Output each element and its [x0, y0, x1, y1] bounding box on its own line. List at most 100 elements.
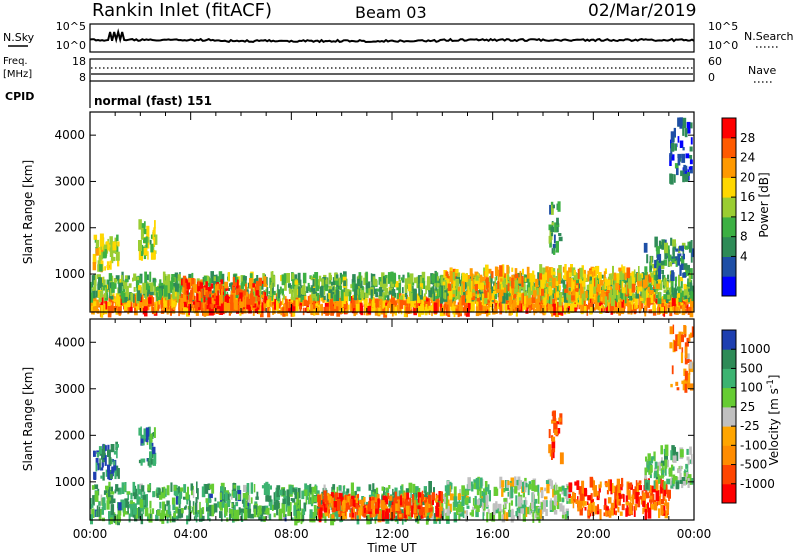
heatmap-cell: [105, 455, 107, 466]
heatmap-cell: [545, 272, 548, 280]
heatmap-cell: [168, 282, 170, 293]
heatmap-cell: [141, 491, 143, 498]
heatmap-cell: [107, 497, 111, 501]
heatmap-cell: [345, 495, 347, 500]
heatmap-cell: [484, 291, 487, 298]
heatmap-cell: [568, 278, 572, 288]
noise-panel: N.Sky N.Search 10^5 10^0 10^5 10^0: [3, 20, 794, 52]
heatmap-cell: [538, 493, 540, 504]
heatmap-cell: [439, 287, 442, 298]
heatmap-cell: [562, 298, 564, 303]
heatmap-cell: [553, 205, 555, 209]
heatmap-cell: [644, 266, 647, 275]
heatmap-cell: [496, 289, 500, 293]
heatmap-cell: [175, 284, 179, 292]
heatmap-cell: [339, 286, 342, 291]
heatmap-cell: [659, 292, 661, 299]
noise-search-label: N.Search: [744, 30, 794, 43]
heatmap-cell: [412, 494, 414, 500]
heatmap-cell: [458, 504, 461, 512]
heatmap-cell: [685, 246, 688, 250]
heatmap-cell: [97, 452, 99, 458]
heatmap-cell: [400, 295, 403, 299]
heatmap-cell: [134, 287, 136, 292]
heatmap-cell: [372, 514, 376, 517]
heatmap-cell: [389, 291, 392, 295]
heatmap-cell: [154, 280, 156, 286]
heatmap-cell: [406, 506, 410, 515]
heatmap-cell: [543, 297, 546, 305]
heatmap-cell: [381, 500, 385, 510]
heatmap-cell: [597, 284, 600, 292]
heatmap-cell: [196, 302, 200, 307]
heatmap-cell: [246, 299, 250, 305]
heatmap-cell: [153, 459, 156, 466]
heatmap-cell: [510, 487, 513, 499]
heatmap-cell: [98, 282, 101, 286]
heatmap-cell: [512, 515, 514, 520]
heatmap-cell: [458, 493, 461, 500]
heatmap-cell: [421, 307, 424, 311]
heatmap-cell: [678, 155, 681, 165]
heatmap-cell: [149, 272, 151, 282]
heatmap-cell: [459, 299, 462, 310]
heatmap-cell: [371, 289, 373, 298]
heatmap-cell: [133, 482, 136, 492]
heatmap-cell: [144, 428, 147, 438]
heatmap-cell: [552, 222, 554, 225]
heatmap-cell: [241, 283, 244, 289]
heatmap-cell: [414, 500, 416, 507]
heatmap-cell: [681, 280, 683, 288]
heatmap-cell: [219, 295, 223, 304]
heatmap-cell: [116, 275, 120, 279]
heatmap-cell: [520, 508, 524, 513]
heatmap-cell: [259, 505, 262, 514]
heatmap-cell: [170, 281, 174, 289]
heatmap-cell: [687, 292, 689, 298]
heatmap-cell: [366, 282, 368, 288]
heatmap-cell: [122, 482, 125, 494]
heatmap-cell: [476, 478, 480, 490]
freq-tick-low: 8: [79, 71, 86, 84]
power-ylabel: Slant Range [km]: [21, 160, 35, 264]
heatmap-cell: [236, 510, 239, 521]
heatmap-cell: [465, 274, 468, 283]
heatmap-cell: [387, 493, 389, 499]
heatmap-cell: [507, 481, 509, 486]
y-tick-label: 1000: [54, 267, 85, 281]
heatmap-cell: [152, 508, 154, 514]
heatmap-cell: [430, 513, 433, 516]
heatmap-cell: [532, 512, 534, 523]
heatmap-cell: [467, 286, 469, 297]
heatmap-cell: [685, 296, 688, 300]
heatmap-cell: [154, 427, 156, 438]
heatmap-cell: [118, 468, 120, 479]
heatmap-cell: [522, 269, 524, 275]
heatmap-cell: [119, 283, 123, 287]
heatmap-cell: [96, 240, 99, 248]
heatmap-cell: [632, 284, 636, 293]
heatmap-cell: [401, 277, 404, 280]
heatmap-cell: [519, 286, 521, 293]
heatmap-cell: [406, 493, 409, 500]
heatmap-cell: [511, 500, 513, 505]
heatmap-cell: [446, 503, 448, 509]
heatmap-cell: [626, 501, 630, 505]
heatmap-cell: [279, 490, 282, 496]
heatmap-cell: [111, 282, 114, 289]
heatmap-cell: [640, 298, 643, 301]
heatmap-cell: [349, 292, 351, 302]
heatmap-cell: [254, 484, 256, 492]
heatmap-cell: [146, 226, 149, 237]
heatmap-cell: [106, 493, 108, 497]
heatmap-cell: [211, 505, 214, 517]
heatmap-cell: [113, 257, 116, 261]
heatmap-cell: [547, 270, 549, 282]
colorbar-segment: [722, 276, 736, 296]
heatmap-cell: [658, 270, 661, 280]
heatmap-cell: [274, 502, 277, 510]
heatmap-cell: [205, 484, 209, 494]
heatmap-cell: [267, 299, 270, 307]
nave-label: Nave: [748, 64, 776, 77]
heatmap-cell: [139, 250, 141, 258]
